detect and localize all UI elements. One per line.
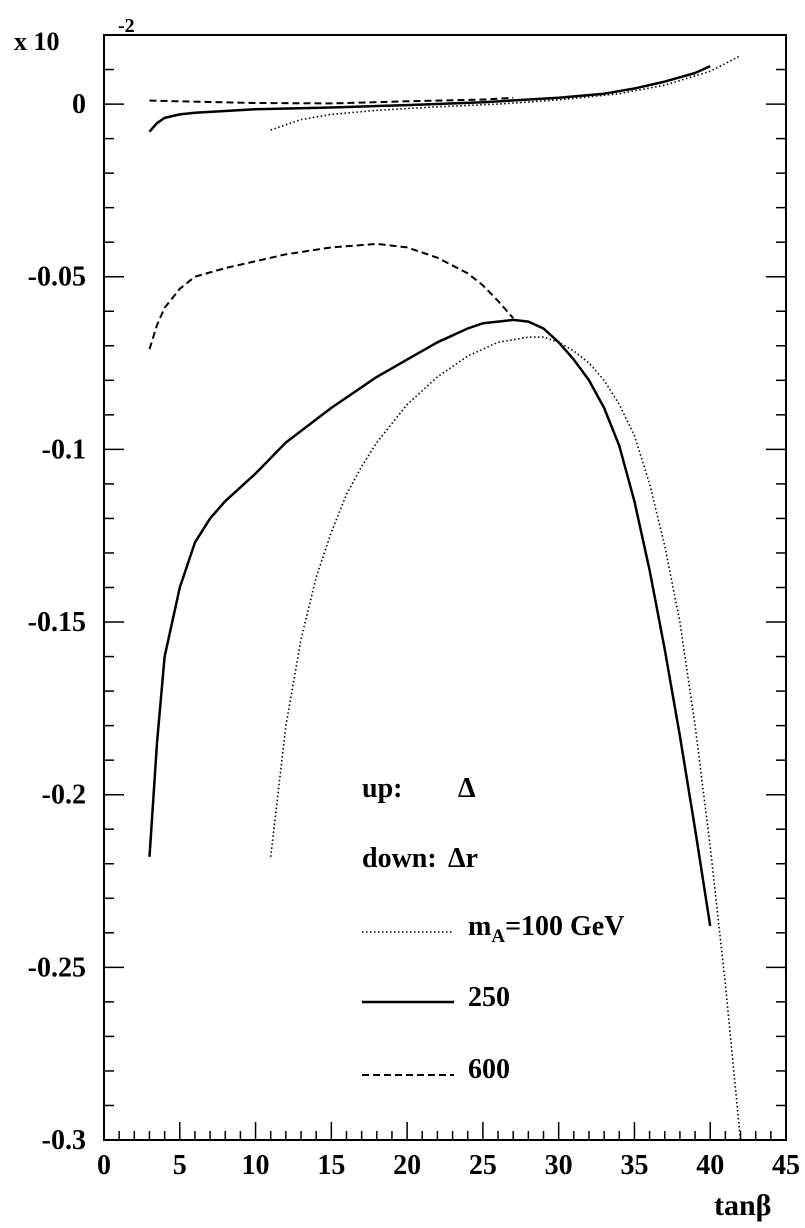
series-down-dashed [148, 242, 514, 350]
legend-label-250: 250 [468, 982, 510, 1013]
y-tick-label: 0 [72, 89, 86, 120]
y-tick-label: -0.2 [42, 780, 86, 811]
series-up-solid [148, 64, 711, 133]
legend-label-600: 600 [468, 1054, 510, 1085]
y-scale-label: x 10 [14, 27, 60, 56]
x-tick-label: 35 [620, 1150, 648, 1181]
y-tick-label: -0.05 [28, 262, 86, 293]
legend-label-100: mA=100 GeV [468, 911, 624, 947]
plot-frame [103, 34, 787, 1141]
axis-ticks [103, 34, 787, 1141]
y-scale-exponent: -2 [118, 15, 135, 37]
y-tick-label: -0.25 [28, 952, 86, 983]
down-symbol: Δr [448, 843, 478, 874]
x-tick-label: 20 [393, 1150, 421, 1181]
x-tick-label: 30 [545, 1150, 573, 1181]
x-axis-label: tanβ [714, 1189, 771, 1222]
up-symbol: Δ [458, 773, 476, 804]
tick-labels: 0 5 10 15 20 25 30 35 40 45 0 -0.05 -0.1 -0.15 -0.2 -0.… [28, 89, 800, 1181]
x-tick-label: 40 [696, 1150, 724, 1181]
series-up-dotted [270, 54, 741, 131]
series-layer [148, 54, 742, 1141]
series-down-solid [148, 318, 712, 927]
x-tick-label: 0 [97, 1150, 111, 1181]
x-tick-label: 45 [772, 1150, 800, 1181]
x-tick-label: 10 [242, 1150, 270, 1181]
y-tick-label: -0.3 [42, 1125, 86, 1156]
down-label: down: [362, 843, 437, 874]
legend-label-100-prefix: m [468, 911, 491, 942]
legend-label-100-suffix: =100 GeV [505, 911, 624, 942]
y-tick-label: -0.15 [28, 607, 86, 638]
x-tick-label: 5 [173, 1150, 187, 1181]
series-down-dotted [269, 336, 742, 1141]
legend: mA=100 GeV 250 600 [362, 911, 624, 1085]
y-tick-label: -0.1 [42, 434, 86, 465]
annotations: up: Δ down: Δr [362, 773, 478, 874]
x-tick-label: 25 [469, 1150, 497, 1181]
x-tick-label: 15 [317, 1150, 345, 1181]
legend-label-100-subscript: A [491, 926, 505, 947]
series-up-dashed [149, 96, 514, 105]
up-label: up: [362, 773, 402, 804]
